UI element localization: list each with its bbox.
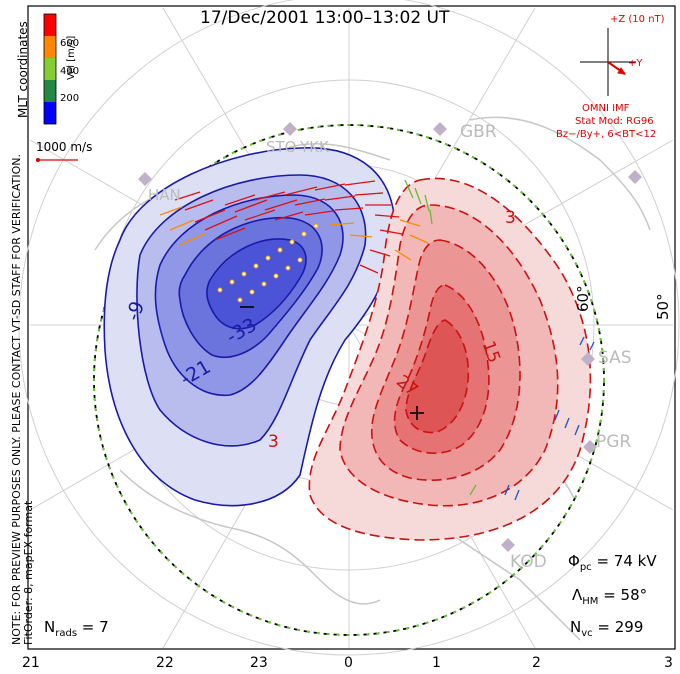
stat-n-rads: Nrads = 7 — [44, 618, 109, 639]
n-rads-value: 7 — [99, 618, 109, 636]
imf-z-label: +Z (10 nT) — [610, 14, 665, 25]
n-vc-value: 299 — [614, 618, 644, 636]
radar-label-han: HAN — [148, 186, 181, 204]
radar-label-kod: KOD — [510, 552, 547, 572]
mlt-label-23: 23 — [250, 655, 268, 671]
radar-label-sas: SAS — [598, 348, 632, 368]
stat-phi-pc: Φpc = 74 kV — [568, 552, 657, 573]
mlt-label-3: 3 — [664, 655, 673, 671]
imf-condition: Bz−/By+, 6<BT<12 — [556, 129, 657, 140]
mlt-label-21: 21 — [22, 655, 40, 671]
negative-cell — [103, 147, 396, 507]
radar-markers — [138, 122, 642, 552]
lat-label-60: 60° — [574, 285, 592, 312]
reference-vector-label: 1000 m/s — [36, 140, 93, 154]
colorbar-tick-200: 200 — [60, 93, 80, 104]
imf-source: OMNI IMF — [582, 103, 630, 114]
lambda-hm-value: 58° — [620, 586, 648, 604]
radar-label-pgr: PGR — [596, 432, 632, 452]
imf-model: Stat Mod: RG96 — [575, 116, 654, 127]
radar-label-gbr: GBR — [460, 122, 497, 142]
colorbar — [43, 13, 57, 125]
mlt-label-0: 0 — [344, 655, 353, 671]
radar-label-ykk: YKK — [300, 138, 329, 156]
colorbar-tick-400: 400 — [60, 66, 80, 77]
velocity-vectors — [159, 179, 595, 501]
coords-label: MLT coordinates — [16, 21, 30, 118]
stat-lambda-hm: ΛHM = 58° — [572, 586, 648, 607]
contour-label-p3b: 3 — [268, 432, 279, 452]
mlt-label-22: 22 — [156, 655, 174, 671]
hm-boundary-green — [93, 124, 605, 636]
colorbar-tick-600: 600 — [60, 38, 80, 49]
positive-cell — [308, 177, 592, 541]
map-title: 17/Dec/2001 13:00–13:02 UT — [200, 8, 450, 28]
imf-dial — [580, 28, 636, 96]
radar-label-sto: STO — [266, 138, 297, 156]
mlt-label-1: 1 — [432, 655, 441, 671]
reference-vector-dot — [36, 158, 40, 162]
fit-order-note: FitOrder: 8, mapEX format — [22, 500, 35, 645]
plot-frame — [27, 5, 676, 650]
lat-label-50: 50° — [654, 293, 672, 320]
stat-n-vc: Nvc = 299 — [570, 618, 644, 639]
imf-y-label: +Y — [628, 58, 643, 69]
contour-label-p3a: 3 — [505, 208, 516, 228]
mlt-label-2: 2 — [532, 655, 541, 671]
phi-pc-value: 74 kV — [613, 552, 657, 570]
